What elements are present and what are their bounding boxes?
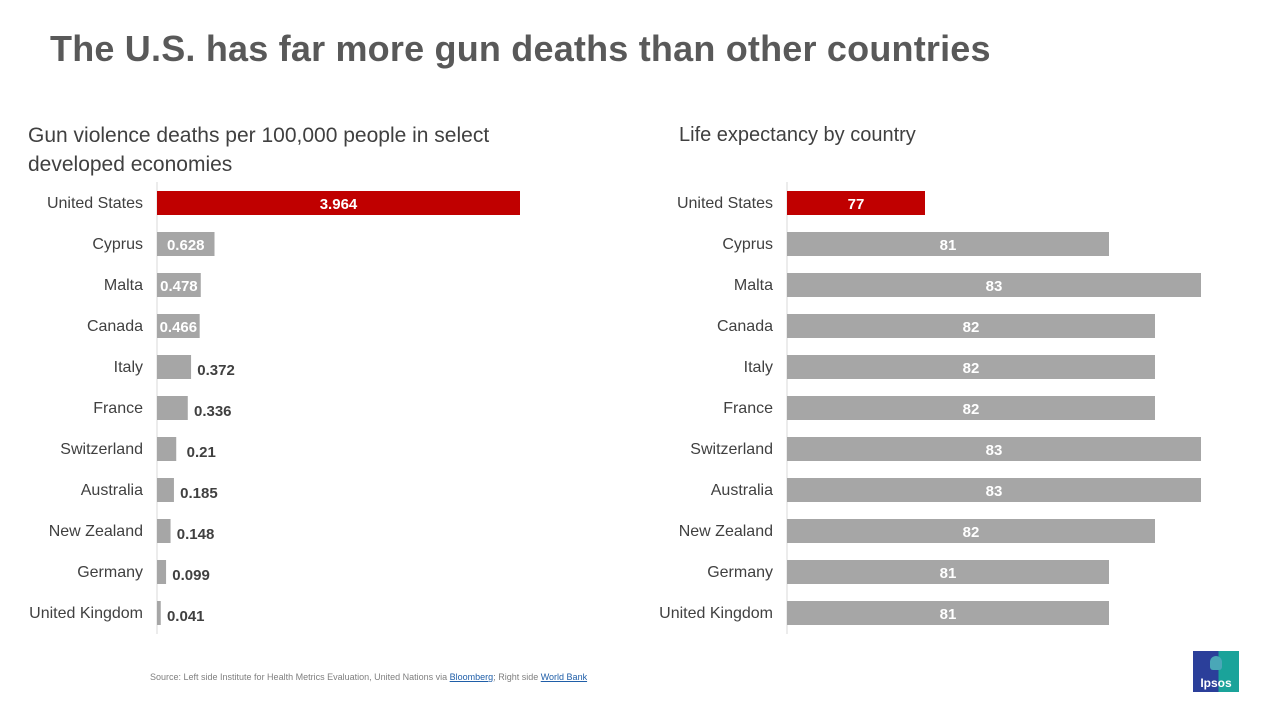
right-category-label: Australia <box>711 482 773 499</box>
left-bar <box>157 478 174 502</box>
left-data-label: 0.21 <box>187 444 216 461</box>
left-category-label: France <box>93 400 143 417</box>
left-data-label: 0.628 <box>167 237 205 254</box>
right-bar <box>787 560 1109 584</box>
left-bar <box>157 355 192 379</box>
right-bar <box>787 191 925 215</box>
ipsos-logo: Ipsos <box>1193 651 1239 692</box>
left-data-label: 0.372 <box>197 362 235 379</box>
source-text: Source: Left side Institute for Health M… <box>150 672 450 682</box>
right-category-label: Italy <box>744 359 773 376</box>
right-category-label: United Kingdom <box>659 605 773 622</box>
right-data-label: 81 <box>940 237 957 254</box>
left-category-label: Italy <box>114 359 143 376</box>
left-data-label: 3.964 <box>320 196 358 213</box>
left-category-label: Malta <box>104 277 143 294</box>
right-category-label: Switzerland <box>690 441 773 458</box>
right-bar <box>787 314 1155 338</box>
bloomberg-link[interactable]: Bloomberg <box>449 672 494 682</box>
world-bank-link[interactable]: World Bank <box>540 672 588 682</box>
right-data-label: 77 <box>848 196 865 213</box>
left-category-label: New Zealand <box>49 523 143 540</box>
right-bar <box>787 396 1155 420</box>
right-data-label: 82 <box>963 524 980 541</box>
left-data-label: 0.148 <box>177 526 215 543</box>
right-bar <box>787 437 1201 461</box>
right-category-label: New Zealand <box>679 523 773 540</box>
right-category-label: Germany <box>707 564 773 581</box>
left-bar <box>157 601 161 625</box>
right-data-label: 83 <box>986 278 1003 295</box>
right-data-label: 82 <box>963 319 980 336</box>
right-category-label: Cyprus <box>722 236 773 253</box>
right-category-label: Canada <box>717 318 773 335</box>
right-bar <box>787 232 1109 256</box>
right-category-label: United States <box>677 195 773 212</box>
right-category-label: Malta <box>734 277 773 294</box>
left-data-label: 0.466 <box>160 319 198 336</box>
left-data-label: 0.478 <box>160 278 198 295</box>
left-category-label: Canada <box>87 318 143 335</box>
left-category-label: Cyprus <box>92 236 143 253</box>
left-bar <box>157 191 520 215</box>
left-data-label: 0.099 <box>172 567 210 584</box>
logo-head-icon <box>1210 656 1222 670</box>
page-title: The U.S. has far more gun deaths than ot… <box>50 28 991 69</box>
left-category-label: United States <box>47 195 143 212</box>
right-bar <box>787 355 1155 379</box>
left-bar <box>157 519 171 543</box>
left-category-label: Switzerland <box>60 441 143 458</box>
left-data-label: 0.185 <box>180 485 218 502</box>
right-bar <box>787 519 1155 543</box>
left-bar <box>157 560 167 584</box>
left-data-label: 0.336 <box>194 403 232 420</box>
left-bar <box>157 437 177 461</box>
right-data-label: 81 <box>940 565 957 582</box>
right-chart-title: Life expectancy by country <box>679 124 916 146</box>
right-data-label: 82 <box>963 360 980 377</box>
source-text-mid: ; Right side <box>493 672 541 682</box>
right-data-label: 81 <box>940 606 957 623</box>
right-category-label: France <box>723 400 773 417</box>
right-bar <box>787 601 1109 625</box>
left-category-label: Germany <box>77 564 143 581</box>
left-category-label: United Kingdom <box>29 605 143 622</box>
right-data-label: 82 <box>963 401 980 418</box>
right-bar <box>787 478 1201 502</box>
right-data-label: 83 <box>986 442 1003 459</box>
left-data-label: 0.041 <box>167 608 205 625</box>
left-category-label: Australia <box>81 482 143 499</box>
right-bar <box>787 273 1201 297</box>
left-bar <box>157 396 188 420</box>
left-bar <box>157 273 201 297</box>
left-bar <box>157 232 215 256</box>
source-note: Source: Left side Institute for Health M… <box>150 672 587 682</box>
right-data-label: 83 <box>986 483 1003 500</box>
left-chart-title: Gun violence deaths per 100,000 people i… <box>28 124 490 176</box>
left-bar <box>157 314 200 338</box>
